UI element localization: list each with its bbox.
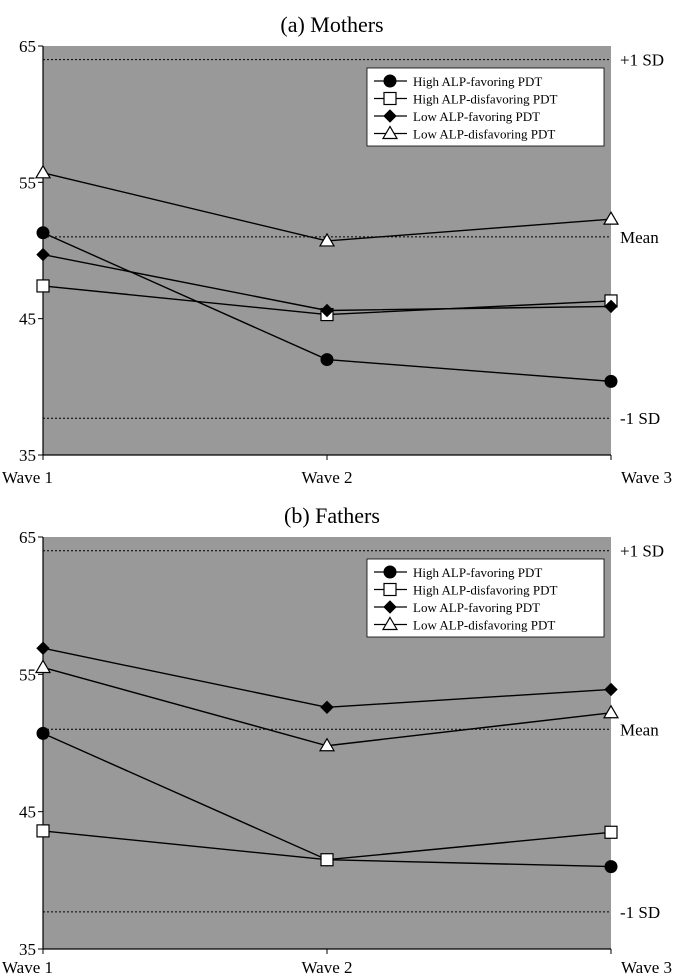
reference-line-label: -1 SD [620,903,660,922]
x-tick-label: Wave 2 [301,468,352,487]
y-tick-label: 65 [19,37,36,56]
y-tick-label: 45 [19,310,36,329]
reference-line-label: Mean [620,720,659,739]
data-point-triangle [602,704,620,719]
reference-line-label: +1 SD [620,51,664,70]
data-point-triangle [34,164,52,179]
data-point-square [604,825,618,839]
data-point-circle [320,353,334,367]
reference-line-label: Mean [620,228,659,247]
y-tick-label: 55 [19,173,36,192]
legend-label: Low ALP-disfavoring PDT [413,618,555,633]
legend-marker-square [383,582,397,597]
data-point-triangle [602,210,620,225]
data-point-square [36,279,50,293]
data-point-circle [36,226,50,240]
chart-title: (a) Mothers [280,12,383,37]
x-tick-label: Wave 2 [301,958,352,977]
legend-marker-triangle [381,125,399,140]
legend-label: Low ALP-favoring PDT [413,600,540,615]
y-tick-label: 35 [19,940,36,959]
legend-label: Low ALP-disfavoring PDT [413,127,555,142]
series-diamond [36,641,618,715]
chart-panel-1: (a) Mothers +1 SD Mean -1 SD 35 45 55 65 Wave 1 W… [2,12,672,487]
data-point-triangle [34,659,52,674]
reference-line-label: -1 SD [620,409,660,428]
series-circle [36,226,618,388]
data-point-triangle [318,737,336,752]
legend-label: High ALP-favoring PDT [413,565,542,580]
data-point-diamond [604,682,618,697]
y-tick-label: 35 [19,446,36,465]
data-point-diamond [604,299,618,314]
data-point-circle [36,726,50,740]
x-tick-label: Wave 1 [2,468,53,487]
legend-label: High ALP-favoring PDT [413,74,542,89]
y-tick-label: 45 [19,803,36,822]
data-point-diamond [36,641,50,655]
legend-label: High ALP-disfavoring PDT [413,92,558,107]
data-point-circle [604,860,618,874]
legend-marker-square [383,91,397,106]
y-tick-label: 55 [19,665,36,684]
legend-marker-circle [383,74,397,88]
chart-title: (b) Fathers [284,503,380,528]
legend-marker-circle [383,565,397,579]
legend-label: High ALP-disfavoring PDT [413,583,558,598]
data-point-diamond [36,247,50,262]
series-diamond [36,247,618,318]
x-tick-label: Wave 3 [621,468,672,487]
y-tick-label: 65 [19,528,36,547]
legend-marker-diamond [383,109,397,123]
series-triangle [34,164,620,247]
data-point-square [320,853,334,867]
x-tick-label: Wave 3 [621,958,672,977]
legend-marker-triangle [381,616,399,631]
legend-marker-diamond [383,600,397,614]
series-square [36,824,618,867]
series-triangle [34,659,620,752]
legend-label: Low ALP-favoring PDT [413,109,540,124]
legend: High ALP-favoring PDT High ALP-disfavorin… [366,67,605,147]
data-point-square [36,824,50,838]
reference-line-label: +1 SD [620,542,664,561]
data-point-diamond [320,303,334,318]
data-point-triangle [318,232,336,247]
x-tick-label: Wave 1 [2,958,53,977]
data-point-diamond [320,700,334,715]
legend: High ALP-favoring PDT High ALP-disfavorin… [366,558,605,638]
chart-panel-2: (b) Fathers +1 SD Mean -1 SD 35 45 55 65 Wave 1 W… [2,503,672,977]
data-point-circle [604,374,618,388]
